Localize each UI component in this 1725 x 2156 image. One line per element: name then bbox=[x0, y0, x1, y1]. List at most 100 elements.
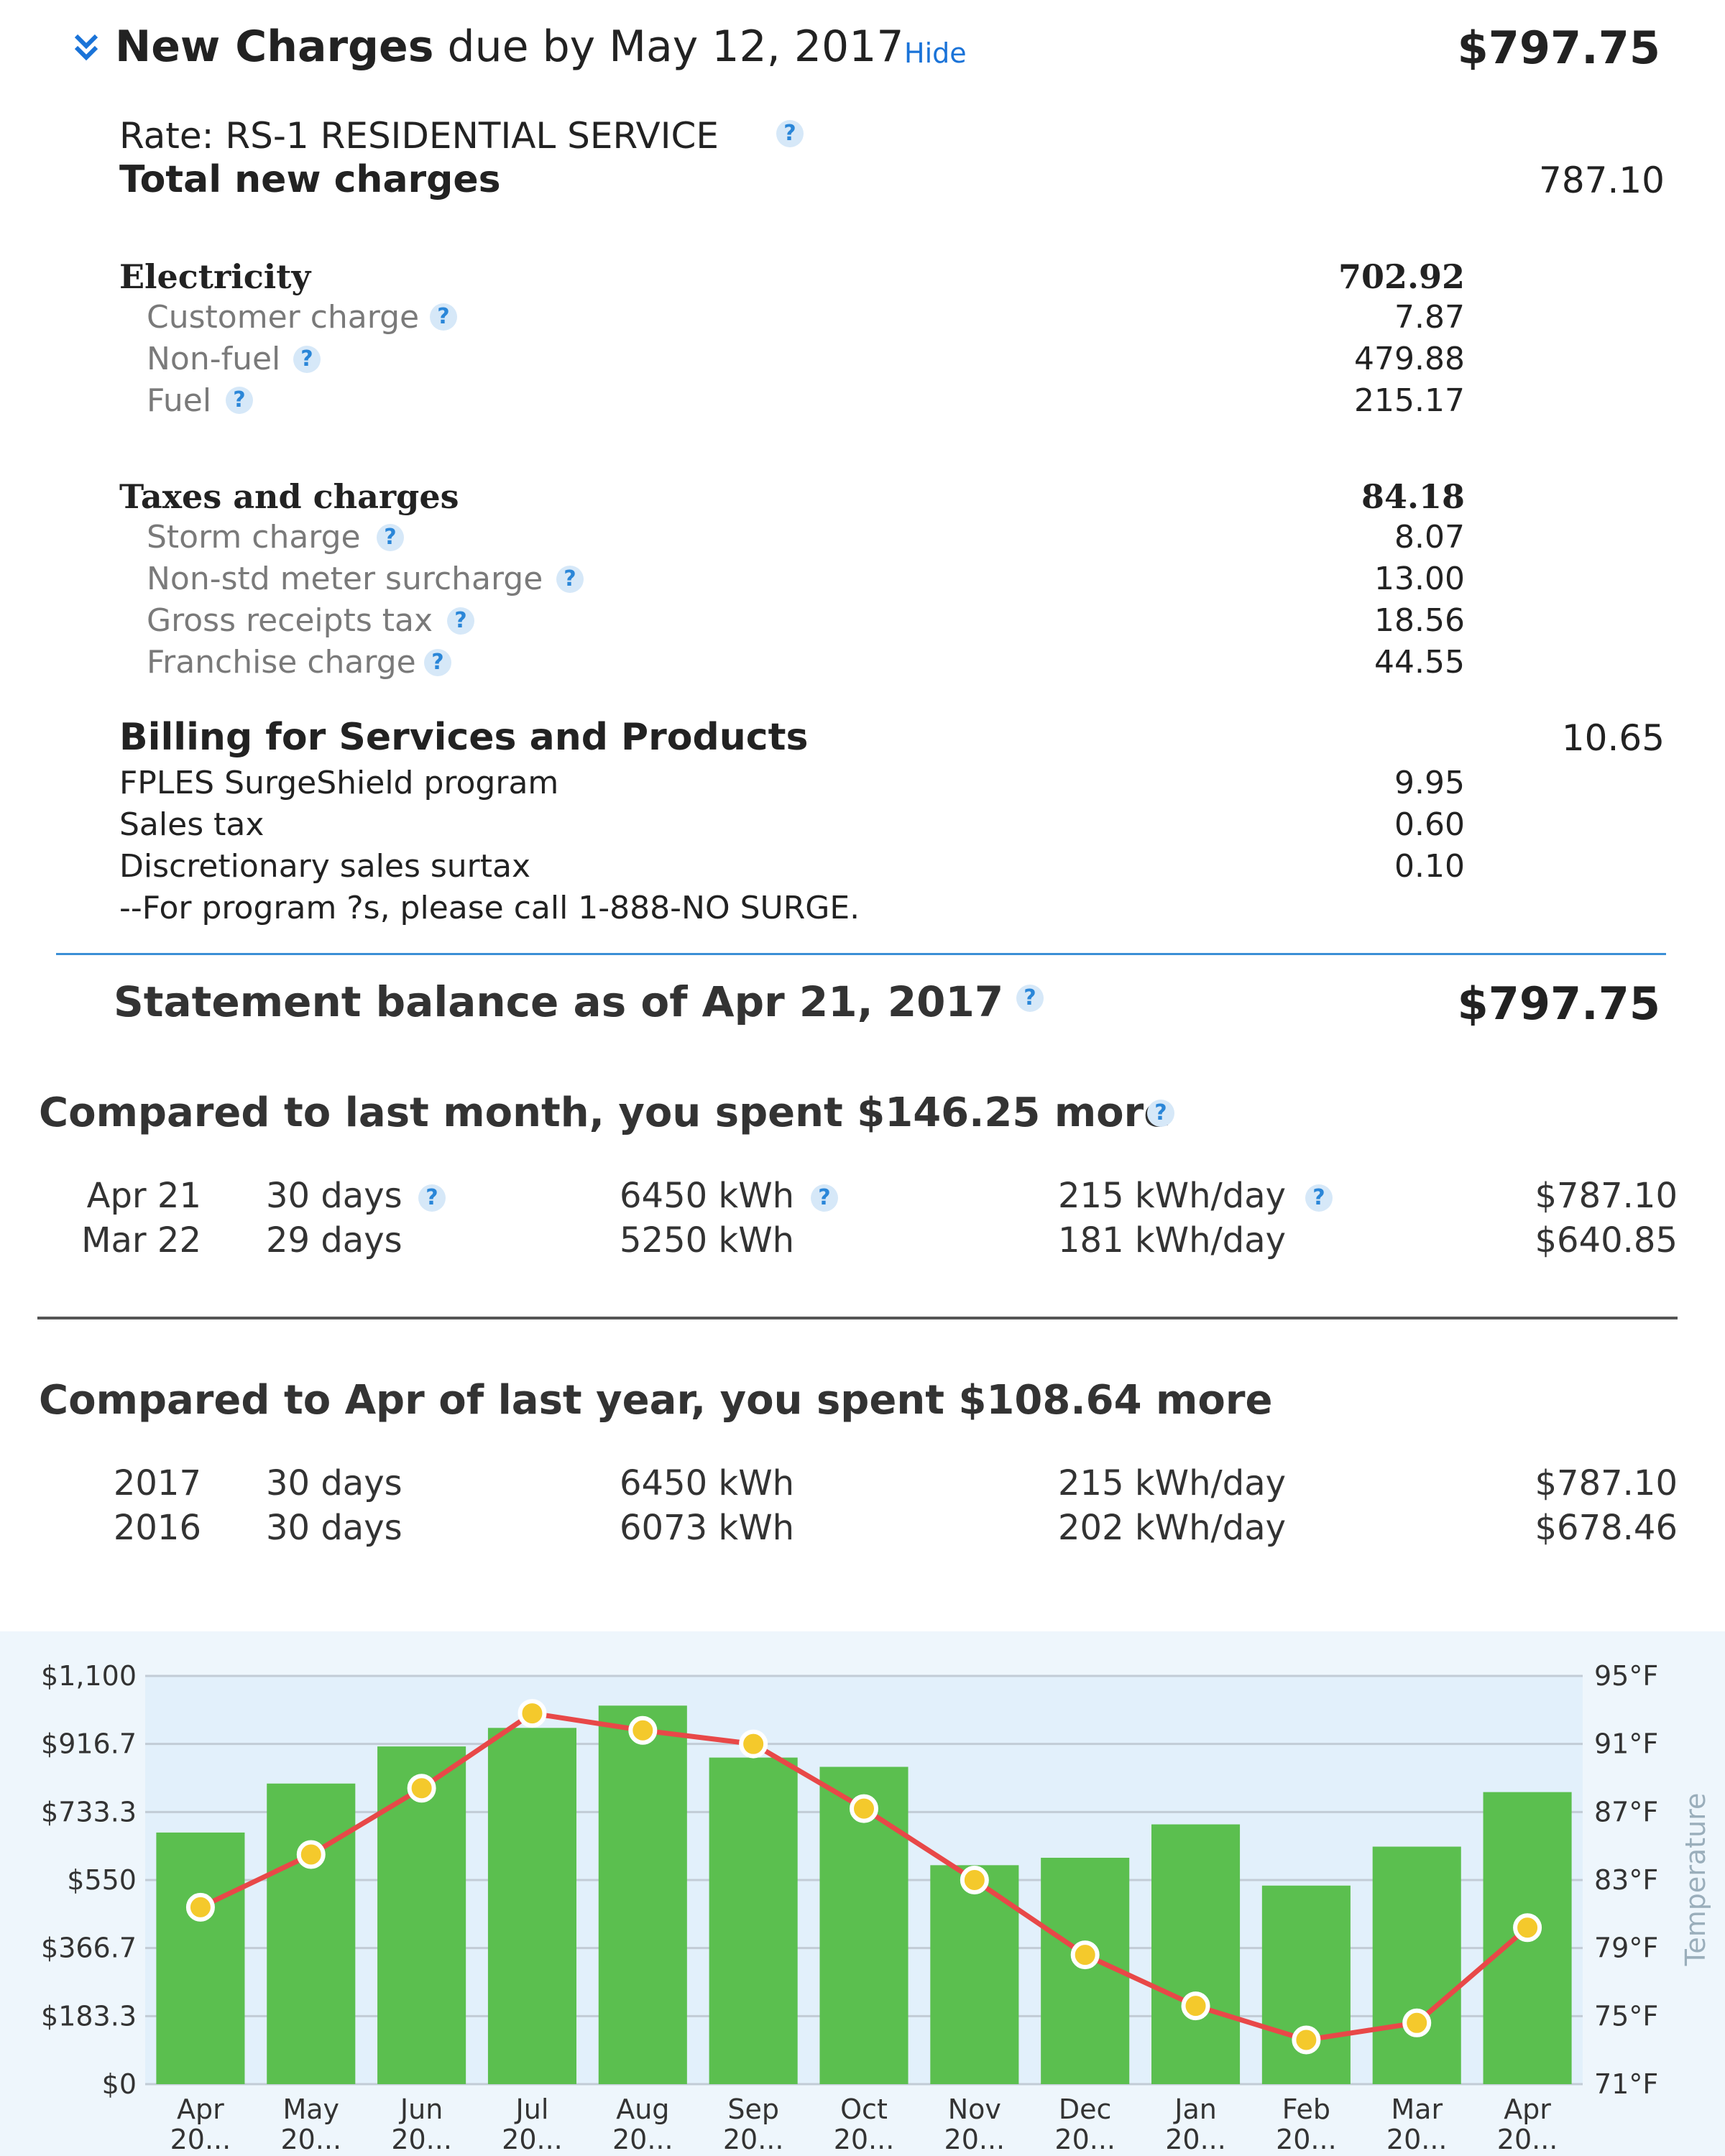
non-fuel-label: Non-fuel bbox=[147, 341, 281, 377]
x-tick-label: Apr 20... bbox=[1497, 2093, 1558, 2155]
help-question-icon[interactable]: ? bbox=[1147, 1100, 1174, 1127]
compare-year-days: 30 days bbox=[266, 1508, 402, 1548]
customer-charge-label: Customer charge bbox=[147, 299, 420, 336]
sales-tax-value: 0.60 bbox=[1394, 806, 1465, 843]
cost-bar[interactable] bbox=[377, 1746, 466, 2084]
compare-year-per-day: 215 kWh/day bbox=[1058, 1463, 1287, 1503]
compare-year-kwh: 6450 kWh bbox=[620, 1463, 795, 1503]
help-question-icon[interactable]: ? bbox=[447, 607, 474, 635]
help-question-icon[interactable]: ? bbox=[377, 524, 404, 551]
compare-month-per-day: 215 kWh/day bbox=[1058, 1176, 1287, 1216]
non-std-meter-label: Non-std meter surcharge bbox=[147, 561, 543, 597]
help-question-icon[interactable]: ? bbox=[556, 566, 584, 593]
help-question-icon[interactable]: ? bbox=[811, 1184, 838, 1212]
compare-month-cost: $640.85 bbox=[1535, 1220, 1678, 1261]
help-question-icon[interactable]: ? bbox=[293, 346, 321, 373]
total-new-charges-label: Total new charges bbox=[119, 158, 501, 201]
gross-receipts-value: 18.56 bbox=[1374, 602, 1465, 639]
y-right-tick-label: 87°F bbox=[1594, 1796, 1658, 1828]
services-heading: Billing for Services and Products bbox=[119, 716, 809, 759]
y-left-tick-label: $916.7 bbox=[41, 1728, 137, 1760]
compare-year-heading: Compared to Apr of last year, you spent … bbox=[39, 1377, 1273, 1424]
electricity-total: 702.92 bbox=[1338, 257, 1465, 296]
temperature-point[interactable] bbox=[1402, 2008, 1432, 2037]
rate-label: Rate: RS-1 RESIDENTIAL SERVICE bbox=[119, 115, 719, 157]
temperature-point[interactable] bbox=[518, 1699, 547, 1728]
temperature-point[interactable] bbox=[1070, 1940, 1100, 1970]
cost-bar[interactable] bbox=[1261, 1885, 1351, 2084]
help-question-icon[interactable]: ? bbox=[424, 649, 451, 676]
compare-month-kwh: 5250 kWh bbox=[620, 1220, 795, 1261]
electricity-heading: Electricity bbox=[119, 257, 311, 296]
y-left-tick-label: $0 bbox=[102, 2068, 137, 2100]
temperature-point[interactable] bbox=[960, 1866, 989, 1894]
help-question-icon[interactable]: ? bbox=[226, 387, 253, 414]
help-question-icon[interactable]: ? bbox=[1016, 985, 1044, 1012]
x-tick-label: Nov 20... bbox=[944, 2093, 1006, 2155]
compare-month-days: 29 days bbox=[266, 1220, 402, 1261]
franchise-charge-value: 44.55 bbox=[1374, 644, 1465, 681]
toggle-chevron-icon[interactable] bbox=[72, 29, 101, 65]
gray-divider bbox=[37, 1317, 1678, 1319]
cost-bar[interactable] bbox=[487, 1728, 576, 2084]
x-tick-label: Apr 20... bbox=[170, 2093, 231, 2155]
temperature-point[interactable] bbox=[628, 1715, 658, 1745]
temperature-point[interactable] bbox=[1181, 1991, 1210, 2021]
temperature-point[interactable] bbox=[850, 1794, 878, 1823]
help-question-icon[interactable]: ? bbox=[418, 1184, 446, 1212]
y-right-tick-label: 83°F bbox=[1594, 1864, 1658, 1896]
x-tick-label: Aug 20... bbox=[612, 2093, 673, 2155]
y-left-tick-label: $366.7 bbox=[41, 1932, 137, 1964]
non-std-meter-value: 13.00 bbox=[1374, 561, 1465, 597]
cost-bar[interactable] bbox=[709, 1757, 798, 2084]
help-question-icon[interactable]: ? bbox=[1305, 1184, 1333, 1212]
fuel-label: Fuel bbox=[147, 382, 212, 419]
temperature-point[interactable] bbox=[407, 1774, 436, 1803]
x-tick-label: Feb 20... bbox=[1276, 2093, 1337, 2155]
cost-bar[interactable] bbox=[1372, 1846, 1461, 2084]
temperature-point[interactable] bbox=[296, 1840, 326, 1869]
compare-month-date: Mar 22 bbox=[81, 1220, 201, 1261]
title-rest: due by May 12, 2017 bbox=[447, 22, 904, 72]
storm-charge-value: 8.07 bbox=[1394, 519, 1465, 556]
help-question-icon[interactable]: ? bbox=[776, 120, 804, 147]
blue-divider bbox=[56, 953, 1666, 955]
statement-balance-label: Statement balance as of Apr 21, 2017 bbox=[114, 977, 1004, 1026]
temperature-point[interactable] bbox=[1513, 1913, 1542, 1943]
compare-month-kwh: 6450 kWh bbox=[620, 1176, 795, 1216]
x-tick-label: Jul 20... bbox=[502, 2093, 563, 2155]
cost-bar[interactable] bbox=[1151, 1824, 1241, 2084]
gross-receipts-label: Gross receipts tax bbox=[147, 602, 433, 639]
cost-bar[interactable] bbox=[267, 1783, 356, 2084]
compare-month-per-day: 181 kWh/day bbox=[1058, 1220, 1287, 1261]
y-right-tick-label: 95°F bbox=[1594, 1660, 1658, 1692]
sales-tax-label: Sales tax bbox=[119, 806, 264, 843]
taxes-heading: Taxes and charges bbox=[119, 477, 459, 516]
cost-bar[interactable] bbox=[156, 1832, 245, 2084]
customer-charge-value: 7.87 bbox=[1394, 299, 1465, 336]
compare-year-kwh: 6073 kWh bbox=[620, 1508, 795, 1548]
temperature-point[interactable] bbox=[1292, 2025, 1321, 2055]
new-charges-title: New Charges due by May 12, 2017 bbox=[115, 22, 904, 72]
help-question-icon[interactable]: ? bbox=[430, 303, 457, 331]
surgeshield-label: FPLES SurgeShield program bbox=[119, 765, 559, 801]
hide-link[interactable]: Hide bbox=[904, 37, 967, 69]
new-charges-amount: $797.75 bbox=[1457, 22, 1660, 74]
x-tick-label: Oct 20... bbox=[834, 2093, 895, 2155]
y-right-tick-label: 91°F bbox=[1594, 1728, 1658, 1760]
total-new-charges-value: 787.10 bbox=[1539, 160, 1665, 201]
fuel-value: 215.17 bbox=[1354, 382, 1465, 419]
temperature-point[interactable] bbox=[739, 1729, 768, 1759]
storm-charge-label: Storm charge bbox=[147, 519, 361, 556]
cost-bar[interactable] bbox=[598, 1705, 687, 2084]
program-note: --For program ?s, please call 1-888-NO S… bbox=[119, 890, 860, 926]
y-right-axis-label: Temperature bbox=[1680, 1793, 1711, 1967]
compare-month-heading: Compared to last month, you spent $146.2… bbox=[39, 1089, 1172, 1136]
compare-year-date: 2017 bbox=[113, 1463, 201, 1503]
temperature-point[interactable] bbox=[185, 1892, 215, 1922]
y-left-tick-label: $1,100 bbox=[41, 1660, 137, 1692]
x-tick-label: Jan 20... bbox=[1165, 2093, 1226, 2155]
usage-chart: $1,100 $916.7 $733.3 $550 $366.7 $183.3 $0 95°… bbox=[0, 1631, 1725, 2156]
taxes-total: 84.18 bbox=[1361, 477, 1465, 516]
x-tick-label: Mar 20... bbox=[1386, 2093, 1448, 2155]
